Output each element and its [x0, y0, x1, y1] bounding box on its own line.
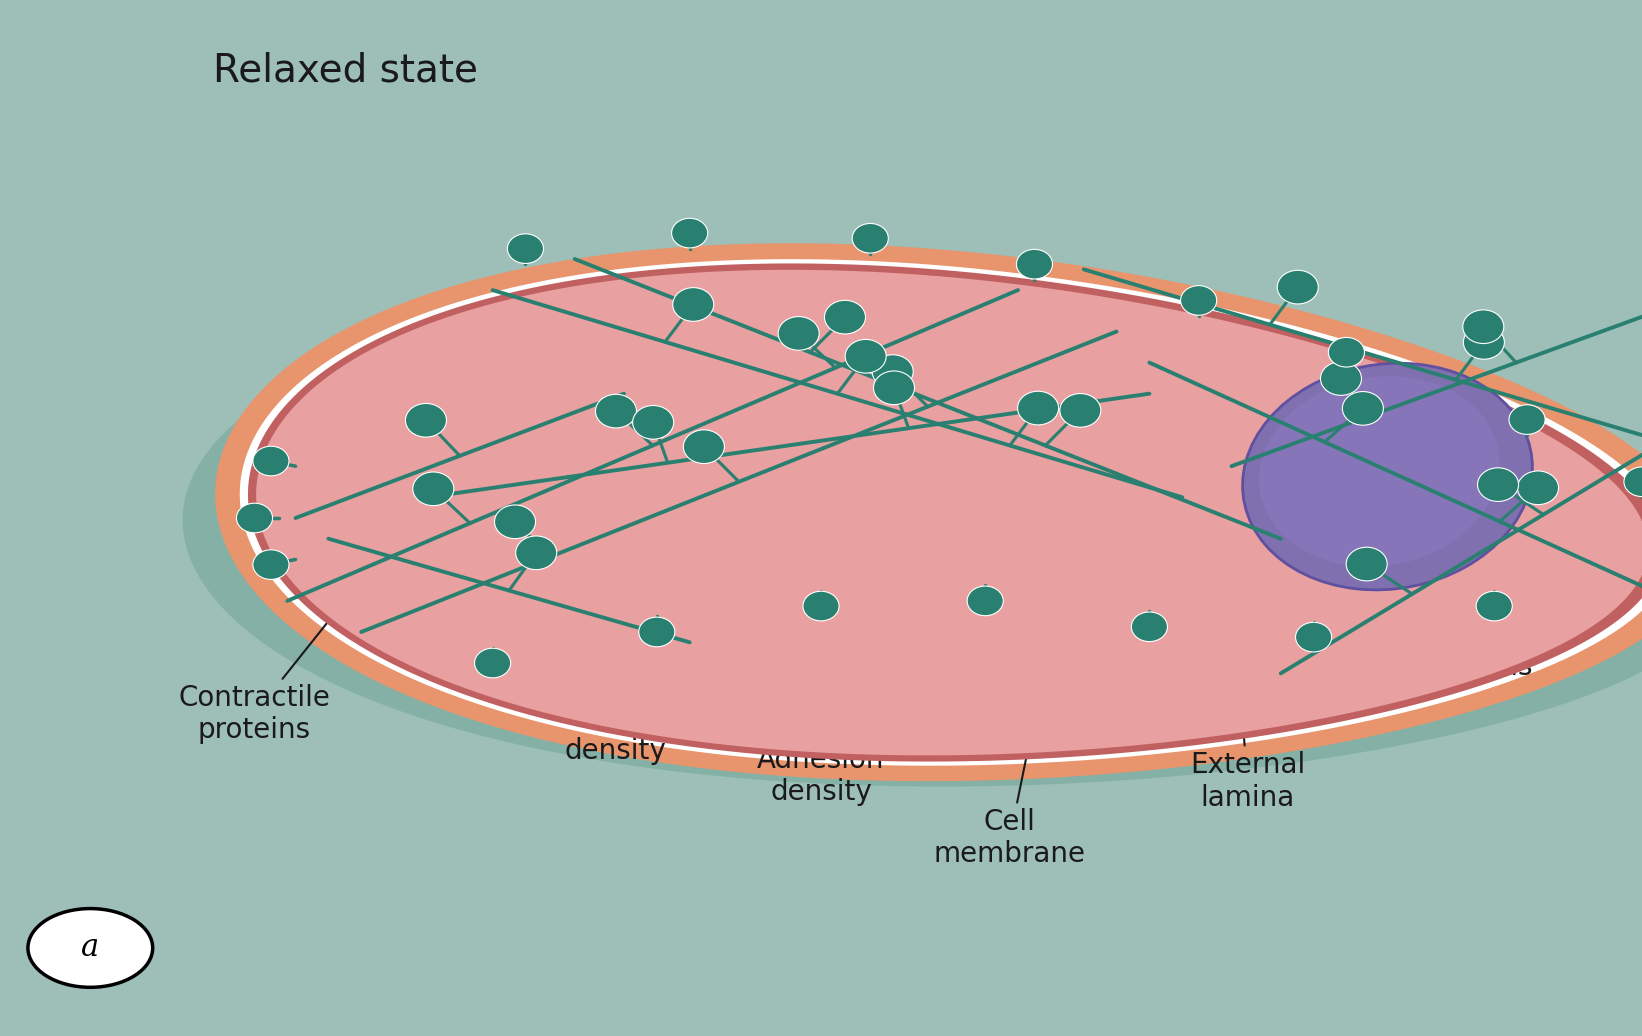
Ellipse shape — [253, 447, 289, 476]
Ellipse shape — [852, 224, 888, 253]
Ellipse shape — [673, 288, 714, 321]
Ellipse shape — [1059, 394, 1100, 427]
Text: Focal
density: Focal density — [565, 539, 673, 765]
Ellipse shape — [1277, 270, 1319, 304]
Ellipse shape — [516, 536, 557, 570]
Circle shape — [28, 909, 153, 987]
Ellipse shape — [1259, 376, 1499, 567]
Ellipse shape — [406, 403, 447, 437]
Ellipse shape — [1328, 338, 1365, 367]
Ellipse shape — [1343, 392, 1384, 425]
Text: External
lamina: External lamina — [1190, 606, 1305, 811]
Ellipse shape — [1478, 468, 1519, 501]
Text: Contractile
proteins: Contractile proteins — [179, 553, 383, 744]
Ellipse shape — [1320, 362, 1361, 396]
Ellipse shape — [507, 234, 544, 263]
Polygon shape — [215, 243, 1642, 781]
Ellipse shape — [253, 550, 289, 579]
Ellipse shape — [1463, 310, 1504, 344]
Ellipse shape — [639, 617, 675, 646]
Text: Cell
membrane: Cell membrane — [934, 642, 1085, 868]
Text: Adhesion
density: Adhesion density — [757, 596, 885, 806]
Ellipse shape — [1016, 250, 1053, 279]
Ellipse shape — [475, 649, 511, 678]
Ellipse shape — [1517, 471, 1558, 505]
Ellipse shape — [778, 317, 819, 350]
Text: a: a — [80, 932, 100, 963]
Polygon shape — [240, 259, 1642, 766]
Ellipse shape — [1296, 623, 1332, 652]
Ellipse shape — [872, 354, 913, 388]
Ellipse shape — [824, 300, 865, 334]
Ellipse shape — [1018, 392, 1059, 425]
Ellipse shape — [1624, 467, 1642, 496]
Ellipse shape — [672, 219, 708, 248]
Ellipse shape — [1476, 592, 1512, 621]
Ellipse shape — [1131, 612, 1167, 641]
Ellipse shape — [1463, 325, 1504, 359]
Ellipse shape — [494, 505, 535, 539]
Ellipse shape — [632, 405, 673, 439]
Ellipse shape — [1509, 405, 1545, 434]
Text: Nucleus: Nucleus — [1422, 502, 1534, 681]
Ellipse shape — [596, 395, 637, 428]
Ellipse shape — [846, 340, 887, 373]
Polygon shape — [248, 263, 1642, 761]
Ellipse shape — [236, 503, 273, 533]
Ellipse shape — [1243, 364, 1532, 589]
Ellipse shape — [1181, 286, 1217, 315]
Ellipse shape — [874, 371, 915, 405]
Ellipse shape — [683, 430, 724, 463]
Ellipse shape — [1346, 547, 1387, 581]
Text: Relaxed state: Relaxed state — [213, 52, 478, 90]
Ellipse shape — [967, 586, 1003, 615]
Polygon shape — [256, 269, 1642, 755]
Ellipse shape — [803, 592, 839, 621]
Ellipse shape — [412, 472, 453, 506]
Polygon shape — [182, 299, 1642, 786]
